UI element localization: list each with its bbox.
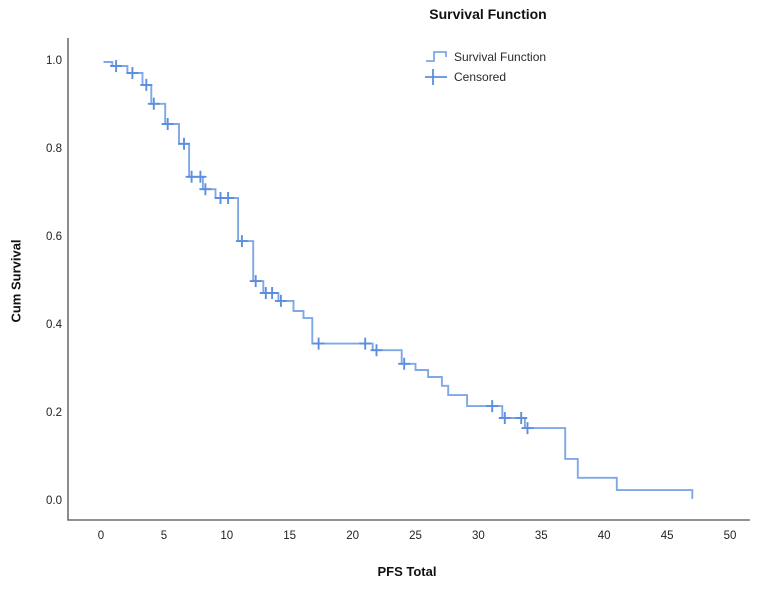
- legend-item-label: Survival Function: [454, 50, 547, 64]
- y-tick-label: 0.0: [46, 495, 62, 507]
- y-tick-label: 1.0: [46, 55, 62, 67]
- legend-item-survival: Survival Function: [424, 47, 546, 67]
- x-tick-label: 30: [471, 530, 485, 542]
- x-tick-label: 25: [409, 530, 422, 542]
- x-tick-label: 15: [283, 530, 297, 542]
- legend-item-label: Censored: [454, 70, 507, 84]
- x-tick-label: 40: [597, 530, 611, 542]
- y-tick-label: 0.4: [46, 319, 62, 331]
- y-tick-label: 0.2: [46, 407, 62, 419]
- plus-icon: [425, 69, 447, 85]
- x-tick-label: 35: [534, 530, 548, 542]
- legend: Survival Function Censored: [424, 47, 546, 87]
- x-tick-label: 0: [97, 530, 105, 542]
- x-tick-label: 10: [220, 530, 234, 542]
- censor-marks: [110, 60, 534, 435]
- step-line-icon: [426, 51, 447, 62]
- chart-title: Survival Function: [429, 6, 547, 22]
- x-tick-label: 45: [660, 530, 674, 542]
- x-tick-label: 50: [723, 530, 737, 542]
- y-tick-label: 0.6: [46, 231, 62, 243]
- x-axis-title: PFS Total: [377, 564, 437, 579]
- y-tick-label: 0.8: [46, 143, 62, 155]
- legend-item-censored: Censored: [424, 67, 546, 87]
- y-axis-title: Cum Survival: [8, 239, 24, 323]
- x-tick-label: 20: [346, 530, 359, 542]
- x-tick-label: 5: [160, 530, 168, 542]
- survival-curve: [103, 61, 694, 499]
